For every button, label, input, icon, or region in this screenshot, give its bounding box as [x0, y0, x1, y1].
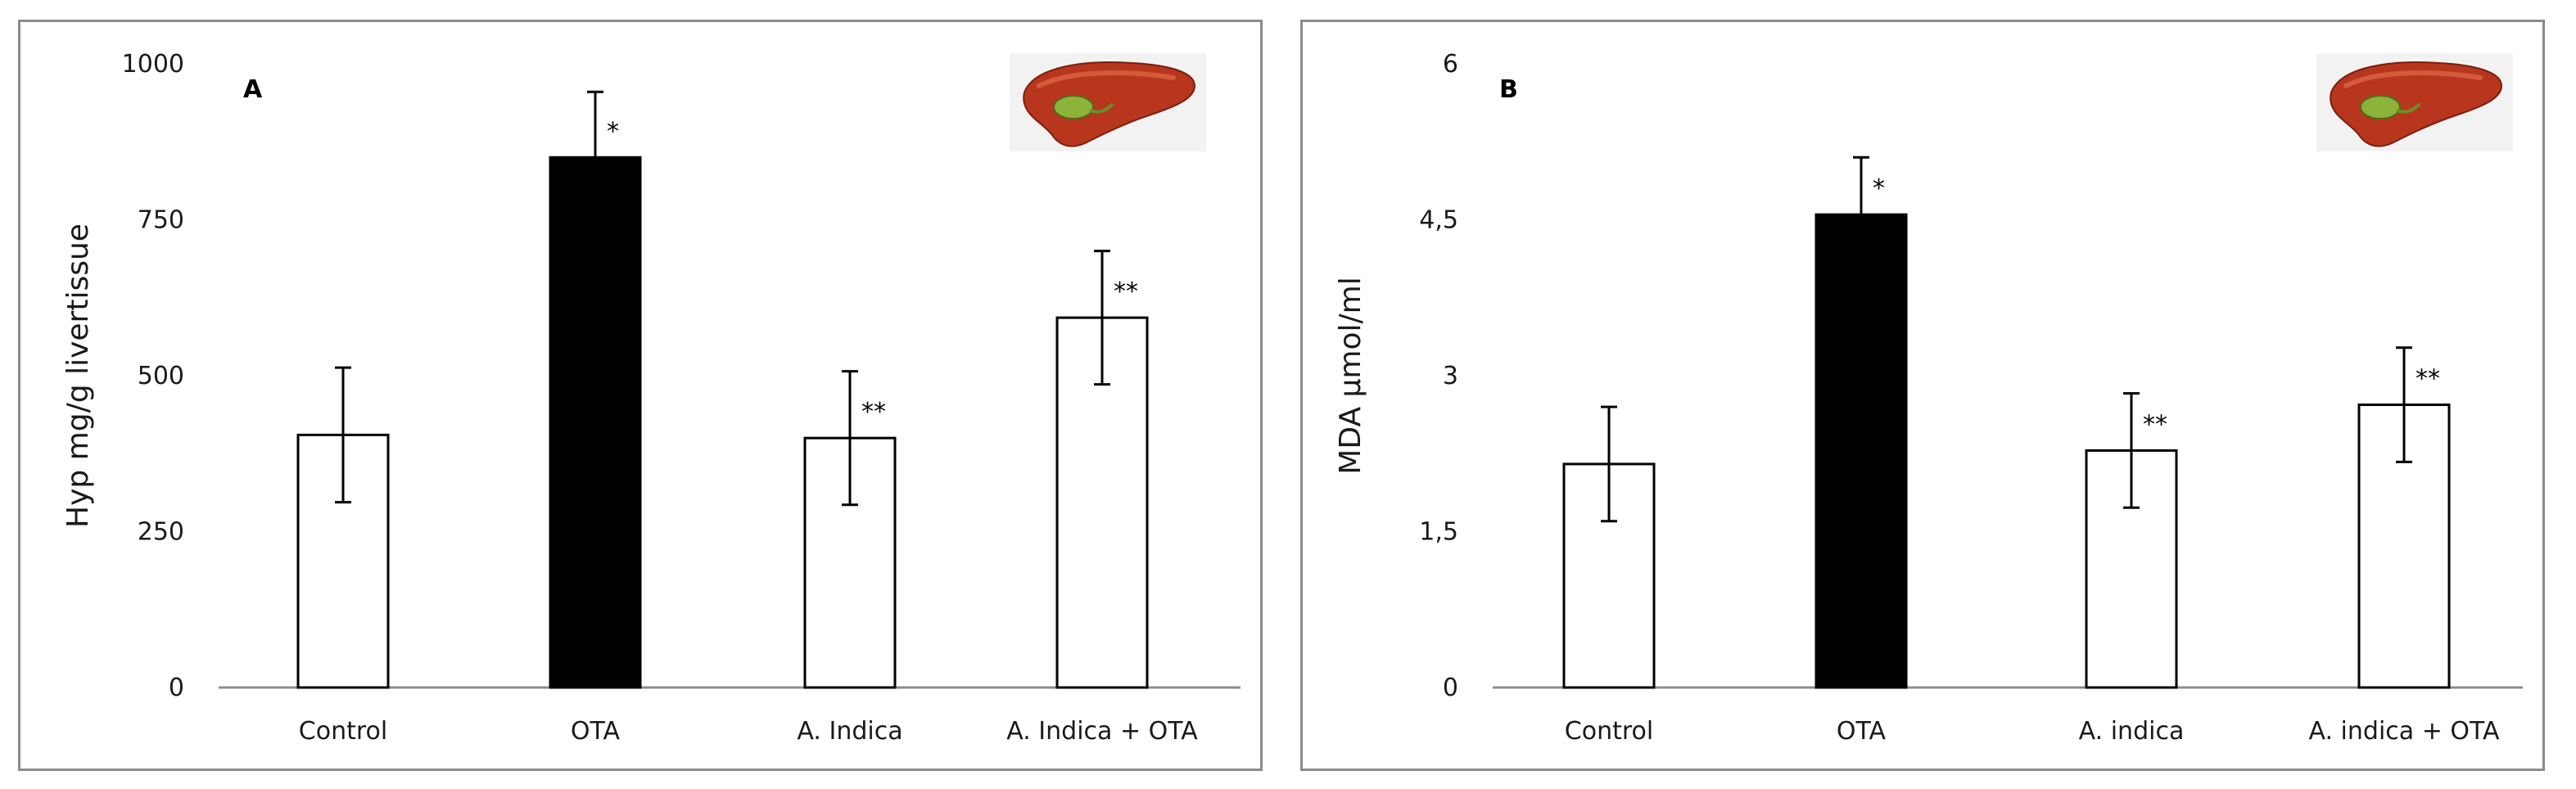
category-label: OTA [1837, 717, 1887, 746]
significance-marker: ** [861, 398, 886, 426]
panel-label: B [1499, 75, 1518, 104]
y-tick-label: 3 [1443, 362, 1458, 390]
y-tick-label: 0 [169, 674, 184, 702]
liver-icon [1010, 53, 1206, 151]
category-label: OTA [571, 717, 621, 746]
y-tick-label: 250 [138, 518, 184, 547]
category-label: A. Indica [797, 717, 902, 746]
y-tick-label: 500 [138, 362, 184, 390]
hyp-bar-chart: 0 250 500 750 1000 Hyp mg/g livertissue A Contr… [61, 50, 1241, 746]
y-tick-label: 1,5 [1419, 518, 1458, 547]
panel-label: A [243, 75, 263, 104]
y-tick-label: 750 [138, 206, 184, 235]
mda-bar-chart: 0 1,5 3 4,5 6 MDA μmol/ml B Control * OTA ** A. ind… [1334, 50, 2523, 746]
category-label: Control [299, 717, 387, 746]
significance-marker: ** [2143, 410, 2167, 439]
bar [1814, 213, 1908, 689]
y-axis-title: Hyp mg/g livertissue [61, 223, 95, 528]
significance-marker: ** [1114, 277, 1138, 306]
significance-marker: ** [2416, 365, 2440, 394]
liver-icon [2316, 53, 2513, 151]
category-label: Control [1565, 717, 1653, 746]
y-axis-title: MDA μmol/ml [1334, 277, 1367, 474]
category-label: A. Indica + OTA [1006, 717, 1198, 746]
bar [549, 156, 642, 689]
y-tick-label: 0 [1443, 674, 1458, 702]
significance-marker: * [1873, 174, 1885, 203]
category-label: A. indica + OTA [2308, 717, 2499, 746]
y-tick-label: 1000 [122, 50, 184, 79]
chart-panel-a: 0 250 500 750 1000 Hyp mg/g livertissue A Contr… [18, 20, 1263, 771]
category-label: A. indica [2079, 717, 2185, 746]
significance-marker: * [607, 117, 619, 146]
y-tick-label: 4,5 [1419, 206, 1458, 235]
bar [2085, 449, 2178, 689]
bar [1055, 316, 1149, 689]
chart-panel-b: 0 1,5 3 4,5 6 MDA μmol/ml B Control * OTA ** A. ind… [1300, 20, 2545, 771]
y-tick-label: 6 [1443, 50, 1458, 79]
